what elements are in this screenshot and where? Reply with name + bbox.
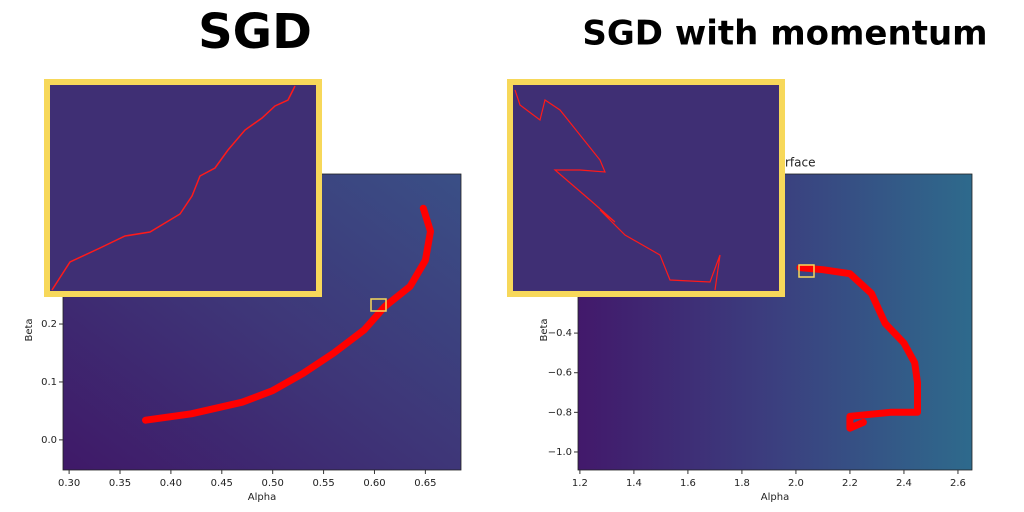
- x-tick-label: 0.55: [312, 478, 334, 489]
- y-tick-label: 0.2: [41, 319, 57, 330]
- trajectory: [142, 204, 434, 424]
- x-axis-label: Alpha: [248, 492, 276, 503]
- y-tick-label: −0.4: [548, 328, 572, 339]
- y-axis-label: Beta: [24, 318, 35, 341]
- y-tick-label: −0.8: [548, 407, 572, 418]
- x-tick-label: 1.4: [626, 478, 642, 489]
- title: SGD: [198, 4, 312, 60]
- x-tick-label: 0.65: [414, 478, 436, 489]
- x-tick-label: 0.30: [58, 478, 80, 489]
- subtitle: rface: [785, 156, 816, 170]
- x-axis-label: Alpha: [761, 492, 789, 503]
- y-axis-label: Beta: [539, 318, 550, 341]
- x-tick-label: 0.40: [160, 478, 182, 489]
- x-tick-label: 0.45: [211, 478, 233, 489]
- trajectory: [796, 264, 921, 432]
- x-tick-label: 2.4: [896, 478, 912, 489]
- zoom-box: [798, 264, 815, 278]
- y-tick-label: 0.1: [41, 377, 57, 388]
- y-tick-label: 0.0: [41, 435, 57, 446]
- x-tick-label: 2.2: [842, 478, 858, 489]
- x-tick-label: 1.2: [572, 478, 588, 489]
- x-tick-label: 0.35: [109, 478, 131, 489]
- y-tick-label: −0.6: [548, 368, 572, 379]
- x-tick-label: 2.6: [950, 478, 966, 489]
- x-tick-label: 2.0: [788, 478, 804, 489]
- x-tick-label: 0.50: [262, 478, 284, 489]
- x-tick-label: 1.6: [680, 478, 696, 489]
- zoom-box: [370, 298, 387, 312]
- title: SGD with momentum: [582, 14, 987, 54]
- y-tick-label: −1.0: [548, 447, 572, 458]
- x-tick-label: 0.60: [363, 478, 385, 489]
- inset: [507, 79, 785, 297]
- x-tick-label: 1.8: [734, 478, 750, 489]
- inset: [44, 79, 322, 297]
